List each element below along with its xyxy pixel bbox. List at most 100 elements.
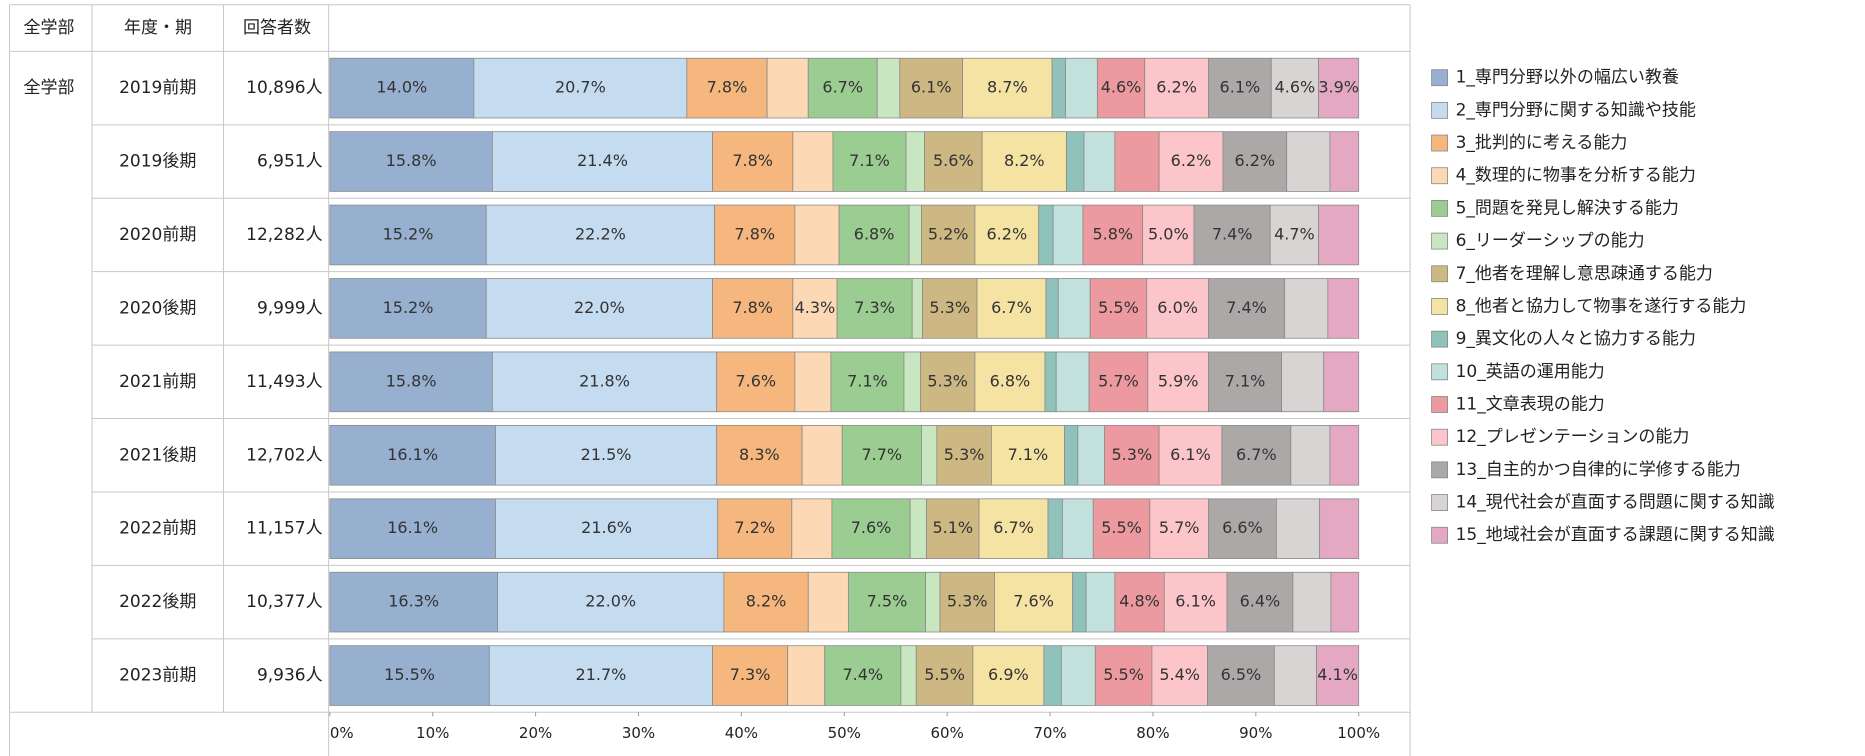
bar-segment: [832, 131, 907, 192]
table-header: 回答者数: [243, 18, 311, 38]
data-label: 6.7%: [1236, 445, 1277, 464]
table-header: 年度・期: [124, 18, 192, 38]
respondent-count: 9,999人: [257, 298, 323, 318]
bar-segment: [787, 645, 826, 706]
bar-segment: [1158, 424, 1223, 486]
respondent-count: 12,282人: [246, 225, 322, 245]
data-label: 5.9%: [1158, 371, 1199, 390]
bar-segment: [1055, 351, 1090, 413]
bar-segment: [1066, 131, 1085, 192]
legend-label: 11_文章表現の能力: [1456, 395, 1605, 415]
legend-label: 12_プレゼンテーションの能力: [1456, 427, 1690, 447]
bar-segment: [847, 571, 926, 633]
legend-swatch: [1431, 526, 1449, 544]
data-label: 21.5%: [581, 445, 632, 464]
bar-segment: [495, 424, 718, 486]
x-tick-label: 40%: [725, 724, 758, 742]
bar-segment: [801, 424, 843, 486]
data-label: 21.4%: [577, 151, 628, 170]
data-label: 5.1%: [932, 518, 973, 537]
legend-label: 4_数理的に物事を分析する能力: [1456, 166, 1696, 186]
legend-swatch: [1431, 461, 1449, 479]
data-label: 7.1%: [1008, 445, 1049, 464]
data-label: 5.3%: [947, 592, 988, 611]
data-label: 7.3%: [854, 298, 895, 317]
x-tick-label: 0%: [330, 724, 354, 742]
bar-segment: [1273, 645, 1317, 706]
bar-segment: [921, 424, 938, 486]
data-label: 5.5%: [1101, 518, 1142, 537]
bar-segment: [712, 278, 794, 339]
data-label: 20.7%: [555, 78, 606, 97]
data-label: 16.3%: [388, 592, 439, 611]
bar-segment: [686, 57, 768, 119]
bar-segment: [974, 351, 1046, 413]
data-label: 22.0%: [585, 592, 636, 611]
legend-label: 1_専門分野以外の幅広い教養: [1456, 68, 1679, 88]
data-label: 15.2%: [383, 298, 434, 317]
data-label: 5.3%: [929, 298, 970, 317]
bar-segment: [716, 351, 796, 413]
respondent-count: 6,951人: [257, 152, 323, 172]
data-label: 7.6%: [735, 371, 776, 390]
bar-segment: [1072, 571, 1087, 633]
bar-segment: [831, 498, 911, 559]
bar-segment: [1318, 57, 1360, 119]
data-label: 5.6%: [933, 151, 974, 170]
data-label: 5.3%: [944, 445, 985, 464]
bar-segment: [836, 278, 913, 339]
data-label: 4.1%: [1317, 665, 1358, 684]
data-label: 6.7%: [822, 78, 863, 97]
bar-segment: [1207, 645, 1275, 706]
data-label: 4.3%: [795, 298, 836, 317]
bar-segment: [1158, 131, 1224, 192]
bar-segment: [807, 571, 849, 633]
data-label: 6.1%: [1170, 445, 1211, 464]
bar-segment: [838, 204, 910, 266]
data-label: 5.7%: [1098, 371, 1139, 390]
data-label: 5.0%: [1148, 224, 1189, 243]
bar-segment: [1316, 645, 1360, 706]
data-label: 7.8%: [732, 151, 773, 170]
data-label: 6.1%: [1220, 78, 1261, 97]
bar-segment: [1270, 57, 1319, 119]
x-tick-label: 50%: [828, 724, 861, 742]
bar-segment: [1114, 571, 1165, 633]
data-label: 7.1%: [847, 371, 888, 390]
bar-segment: [1085, 571, 1116, 633]
bar-segment: [1082, 204, 1144, 266]
x-tick-label: 70%: [1033, 724, 1066, 742]
data-label: 8.7%: [987, 78, 1028, 97]
data-label: 7.4%: [842, 665, 883, 684]
bar-segment: [1330, 571, 1360, 633]
bar-segment: [1077, 424, 1105, 486]
data-label: 5.5%: [924, 665, 965, 684]
bar-segment: [899, 57, 963, 119]
legend-swatch: [1431, 69, 1449, 87]
bar-segment: [485, 278, 713, 339]
bar-segment: [908, 204, 922, 266]
bar-segment: [329, 278, 487, 339]
bar-segment: [807, 57, 878, 119]
legend-label: 3_批判的に考える能力: [1456, 133, 1628, 153]
bar-segment: [1096, 57, 1146, 119]
bar-segment: [978, 498, 1049, 559]
bar-segment: [1057, 278, 1091, 339]
bar-segment: [488, 645, 713, 706]
bar-segment: [717, 498, 793, 559]
data-label: 6.4%: [1240, 592, 1281, 611]
legend-label: 5_問題を発見し解決する能力: [1456, 198, 1679, 218]
data-label: 7.8%: [707, 78, 748, 97]
legend-label: 7_他者を理解し意思疎通する能力: [1456, 264, 1713, 284]
data-label: 6.1%: [1175, 592, 1216, 611]
bar-segment: [876, 57, 901, 119]
legend-swatch: [1431, 330, 1449, 348]
bar-segment: [1045, 278, 1059, 339]
period-label: 2021前期: [119, 372, 196, 392]
bar-segment: [1044, 351, 1057, 413]
bar-segment: [1318, 204, 1360, 266]
x-tick-label: 80%: [1136, 724, 1169, 742]
data-label: 5.5%: [1103, 665, 1144, 684]
bar-segment: [1147, 351, 1209, 413]
